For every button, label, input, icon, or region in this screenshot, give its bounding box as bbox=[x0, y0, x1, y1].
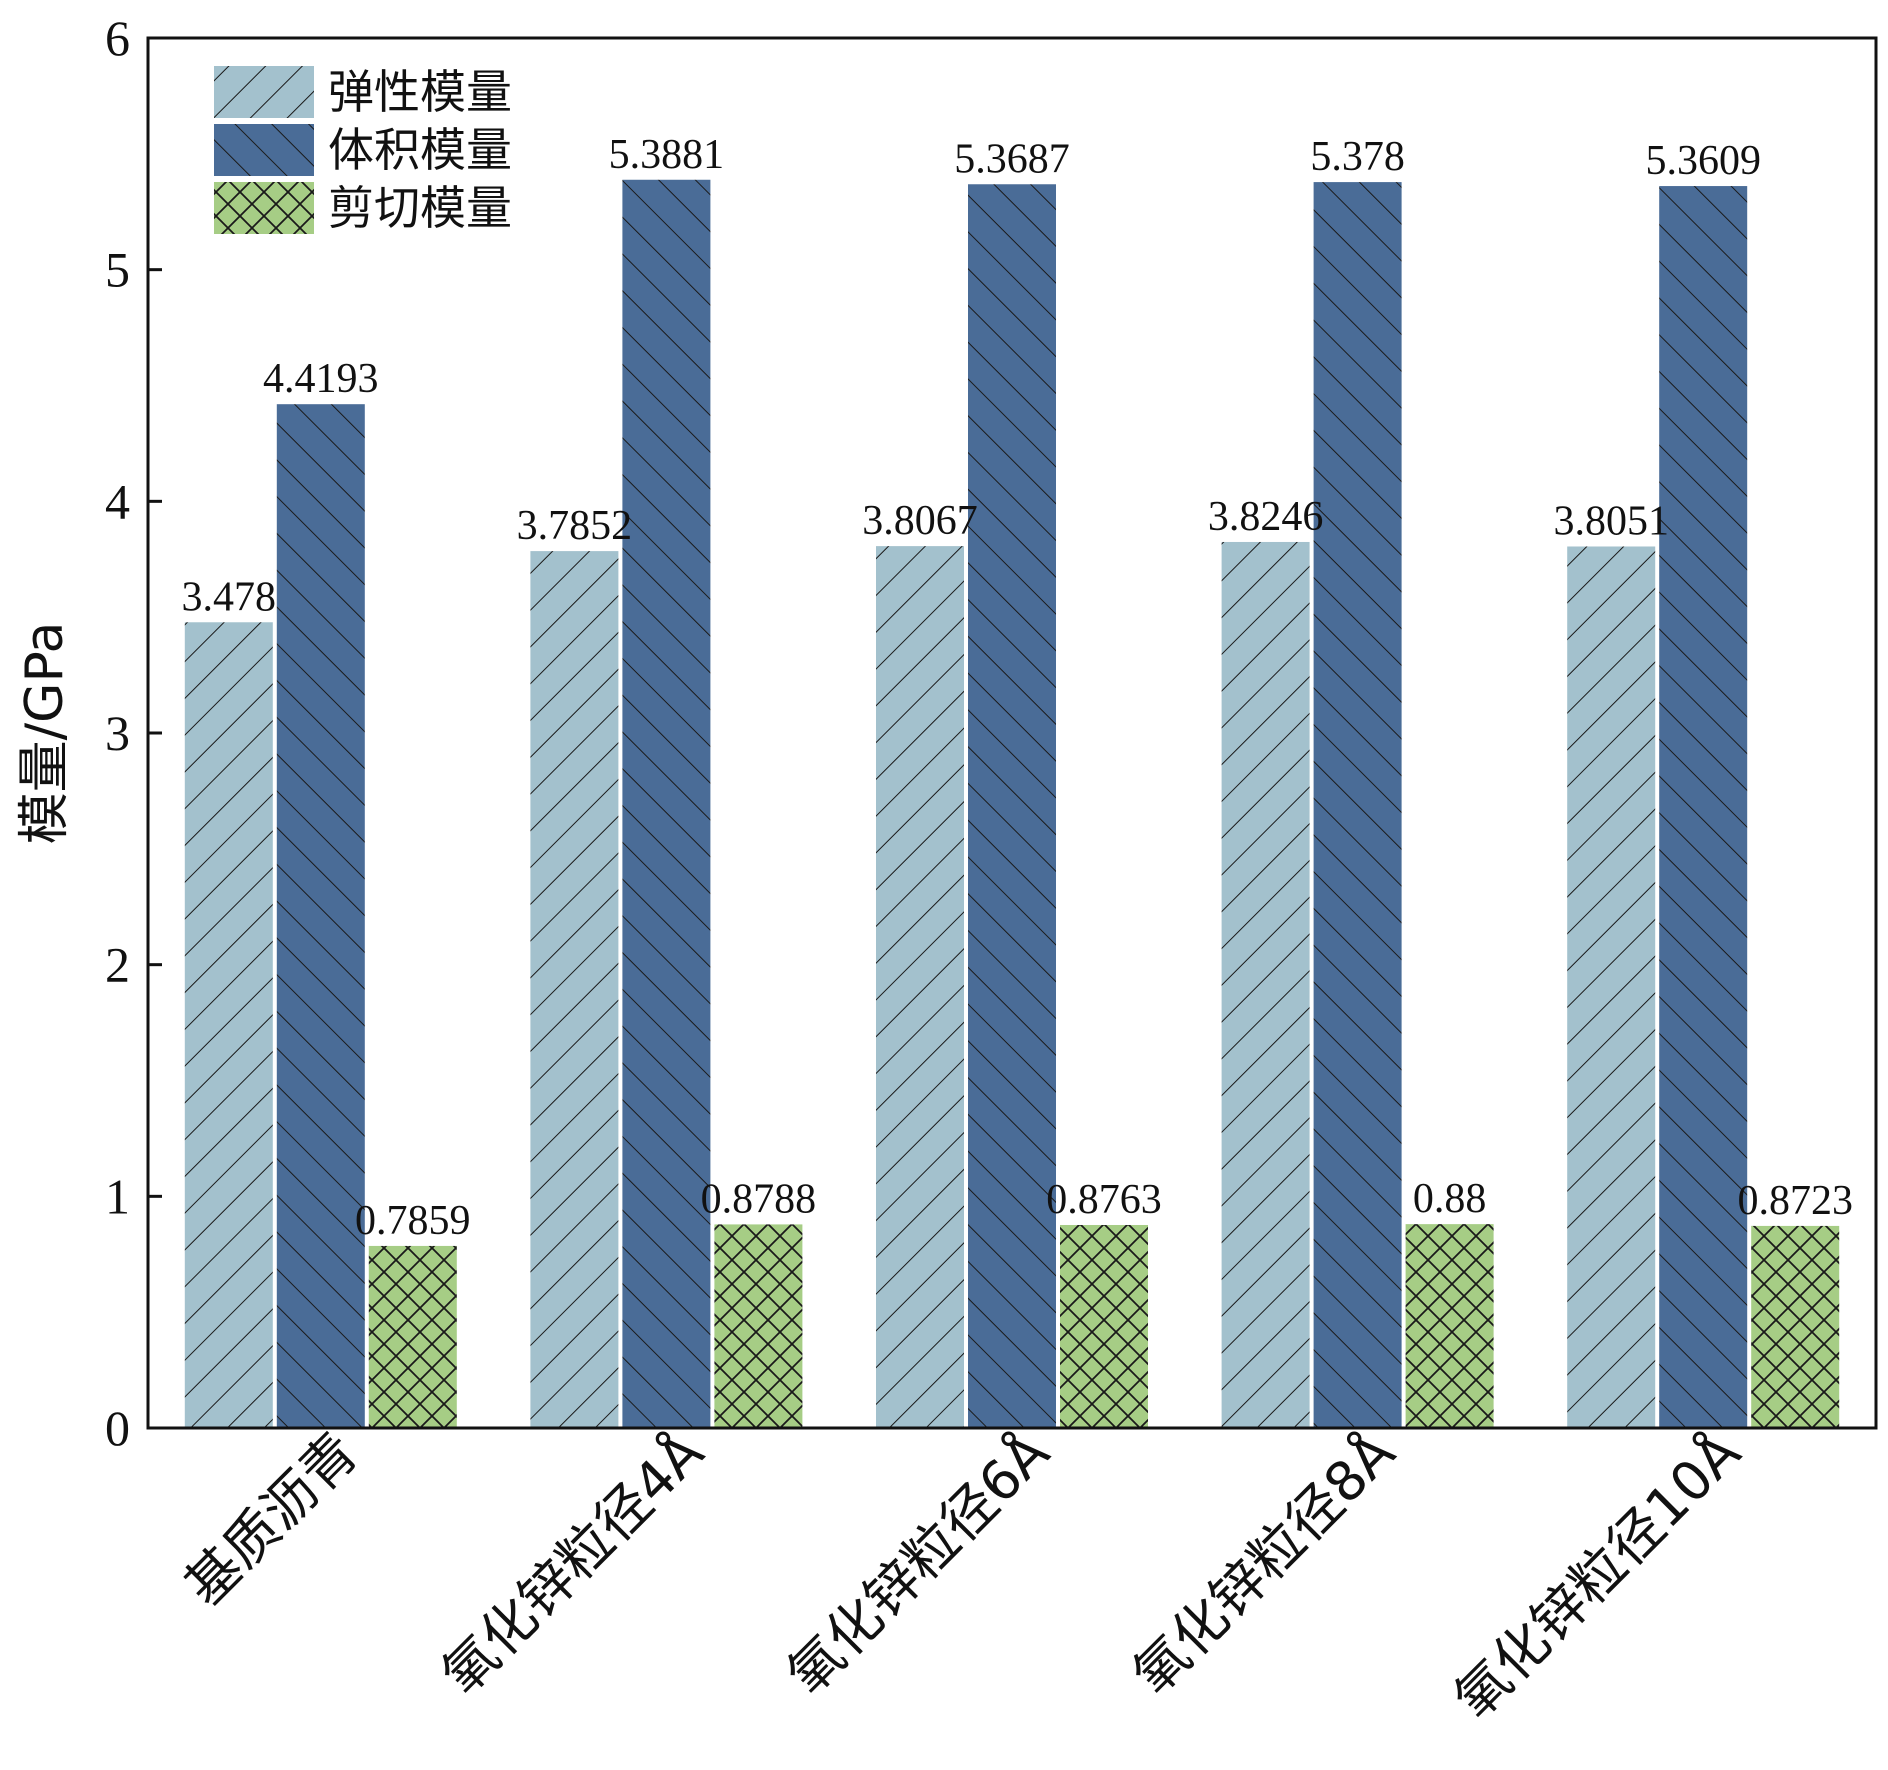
x-axis: 基质沥青 氧化锌粒径4Å 氧化锌粒径6Å 氧化锌粒径8Å 氧化锌粒径10Å bbox=[173, 1420, 1753, 1731]
bar-elastic-3 bbox=[1221, 541, 1310, 1428]
legend-swatch-shear bbox=[214, 182, 314, 234]
data-label-shear-2: 0.8763 bbox=[1046, 1177, 1162, 1223]
data-label-elastic-1: 3.7852 bbox=[517, 503, 633, 549]
y-tick-label-4: 4 bbox=[105, 473, 130, 529]
bar-elastic-1 bbox=[530, 551, 619, 1428]
legend-label-bulk: 体积模量 bbox=[328, 123, 512, 177]
y-axis: 0 1 2 3 4 5 6 bbox=[105, 10, 162, 1456]
data-label-shear-0: 0.7859 bbox=[355, 1198, 471, 1244]
bar-elastic-2 bbox=[876, 546, 964, 1428]
legend: 弹性模量 体积模量 剪切模量 bbox=[214, 65, 512, 235]
y-tick-label-0: 0 bbox=[105, 1400, 130, 1456]
y-tick-label-6: 6 bbox=[105, 10, 130, 66]
bar-elastic-4 bbox=[1567, 546, 1656, 1428]
data-label-bulk-3: 5.378 bbox=[1310, 134, 1405, 180]
legend-swatch-elastic bbox=[214, 66, 314, 118]
bar-shear-4 bbox=[1751, 1225, 1840, 1428]
data-label-shear-3: 0.88 bbox=[1413, 1176, 1487, 1222]
legend-swatch-bulk bbox=[214, 124, 314, 176]
bar-bulk-3 bbox=[1313, 182, 1402, 1428]
bar-shear-2 bbox=[1060, 1224, 1148, 1428]
bar-shear-1 bbox=[714, 1224, 803, 1428]
y-tick-label-2: 2 bbox=[105, 937, 130, 993]
data-label-bulk-2: 5.3687 bbox=[954, 136, 1070, 182]
x-category-label-4: 氧化锌粒径10Å bbox=[1442, 1420, 1753, 1731]
bar-bulk-2 bbox=[968, 184, 1056, 1428]
bar-elastic-0 bbox=[184, 622, 273, 1428]
data-label-elastic-0: 3.478 bbox=[182, 574, 277, 620]
data-label-elastic-2: 3.8067 bbox=[862, 498, 978, 544]
x-category-label-2: 氧化锌粒径6Å bbox=[775, 1420, 1062, 1707]
y-tick-label-3: 3 bbox=[105, 705, 130, 761]
data-label-elastic-4: 3.8051 bbox=[1553, 498, 1669, 544]
data-label-bulk-1: 5.3881 bbox=[609, 132, 725, 178]
legend-label-shear: 剪切模量 bbox=[328, 181, 512, 235]
data-label-shear-1: 0.8788 bbox=[701, 1176, 817, 1222]
bar-bulk-0 bbox=[276, 404, 365, 1428]
y-tick-label-1: 1 bbox=[105, 1168, 130, 1224]
data-label-bulk-4: 5.3609 bbox=[1645, 138, 1761, 184]
bar-bulk-4 bbox=[1659, 186, 1748, 1429]
legend-label-elastic: 弹性模量 bbox=[328, 65, 512, 119]
bar-shear-0 bbox=[368, 1245, 457, 1428]
bar-labels-layer: 3.478 4.4193 0.7859 3.7852 5.3881 0.8788 3.806… bbox=[182, 132, 1853, 1244]
data-label-bulk-0: 4.4193 bbox=[263, 356, 379, 402]
y-axis-title: 模量/GPa bbox=[15, 622, 75, 845]
data-label-shear-4: 0.8723 bbox=[1737, 1178, 1853, 1224]
x-category-label-3: 氧化锌粒径8Å bbox=[1120, 1420, 1407, 1707]
data-label-elastic-3: 3.8246 bbox=[1208, 494, 1324, 540]
bars-layer bbox=[184, 179, 1840, 1429]
x-category-label-0: 基质沥青 bbox=[173, 1421, 370, 1618]
bar-bulk-1 bbox=[622, 179, 711, 1428]
x-category-label-1: 氧化锌粒径4Å bbox=[429, 1420, 716, 1707]
y-tick-label-5: 5 bbox=[105, 242, 130, 298]
bar-shear-3 bbox=[1405, 1224, 1494, 1428]
